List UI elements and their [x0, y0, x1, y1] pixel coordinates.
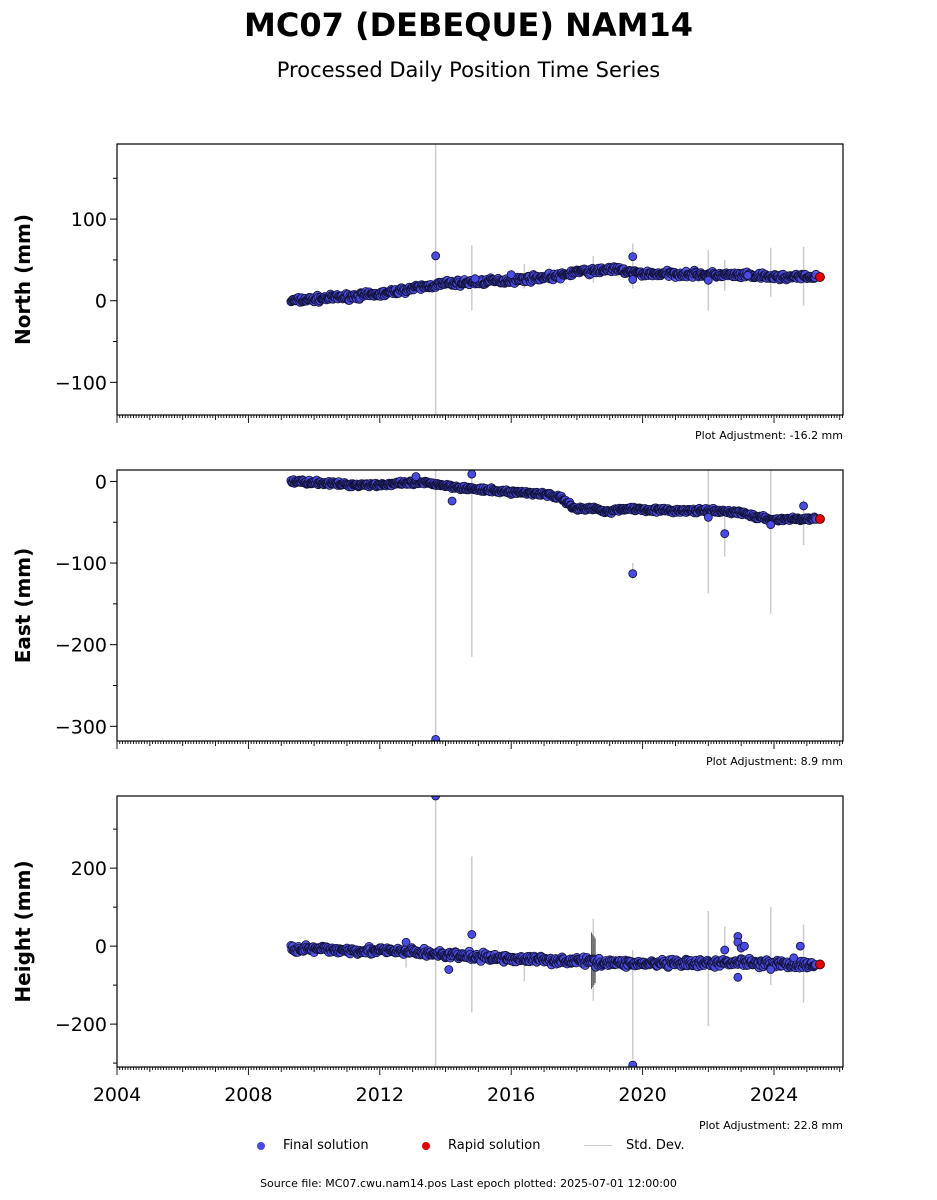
y-tick-label: −300	[55, 716, 107, 738]
final-solution-point	[467, 930, 477, 939]
panel-frame	[116, 143, 844, 416]
x-tick-label: 2004	[93, 1084, 141, 1106]
rapid-solution-point	[815, 514, 825, 524]
final-solution-point	[766, 965, 776, 974]
panel-0: −100 0 100 North (mm)	[11, 143, 844, 423]
y-axis-label: Height (mm)	[11, 860, 35, 1002]
final-solution-point	[411, 472, 421, 481]
final-solution-point	[444, 965, 454, 974]
x-tick-label: 2024	[750, 1084, 798, 1106]
final-solution-point	[506, 270, 516, 280]
x-tick-label: 2012	[356, 1084, 404, 1106]
final-solution-point	[766, 520, 776, 530]
y-axis-label: East (mm)	[11, 548, 35, 664]
final-solution-point	[703, 512, 713, 522]
x-tick-label: 2016	[487, 1084, 535, 1106]
final-solution-point	[470, 274, 480, 284]
final-marker-icon	[257, 1141, 265, 1150]
std-line-icon	[584, 1145, 612, 1146]
final-solution-point	[628, 1060, 638, 1067]
legend-std-label: Std. Dev.	[626, 1138, 685, 1153]
final-solution-point	[467, 470, 477, 479]
legend-final: Final solution	[257, 1138, 369, 1153]
chart-subtitle: Processed Daily Position Time Series	[276, 58, 661, 82]
panel-frame	[116, 795, 844, 1068]
panel-2: −200 0 200 2004 2008 2012 2016 2020 2024 Height (…	[11, 795, 844, 1106]
legend-rapid-label: Rapid solution	[448, 1138, 541, 1153]
legend-std: Std. Dev.	[584, 1138, 685, 1153]
y-axis-label: North (mm)	[11, 214, 35, 345]
final-solution-point	[795, 941, 805, 951]
final-solution-point	[431, 734, 441, 741]
north-plot-adjustment: Plot Adjustment: -16.2 mm	[695, 429, 843, 442]
y-tick-label: 100	[71, 209, 107, 231]
x-tick-label: 2008	[224, 1084, 272, 1106]
y-tick-label: 200	[71, 858, 107, 880]
final-solution-point	[703, 275, 713, 285]
y-tick-label: 0	[95, 291, 107, 313]
rapid-marker-icon	[422, 1141, 430, 1150]
x-tick-label: 2020	[618, 1084, 666, 1106]
final-solution-point	[447, 496, 457, 506]
final-solution-point	[733, 972, 743, 982]
panel-frame	[116, 469, 844, 742]
y-tick-label: −200	[55, 1014, 107, 1036]
y-tick-label: −100	[55, 372, 107, 394]
final-solution-point	[720, 529, 730, 539]
final-solution-point	[720, 945, 730, 955]
final-solution-point	[628, 252, 638, 262]
final-solution-point	[740, 941, 749, 951]
final-solution-point	[431, 251, 441, 261]
east-plot-adjustment: Plot Adjustment: 8.9 mm	[705, 755, 843, 768]
y-tick-label: 0	[95, 936, 107, 958]
height-plot-adjustment: Plot Adjustment: 22.8 mm	[698, 1119, 843, 1132]
panel-content-2	[286, 796, 825, 1067]
final-solution-point	[743, 271, 753, 280]
legend-final-label: Final solution	[283, 1138, 369, 1153]
final-solution-point	[628, 275, 638, 284]
final-solution-point	[628, 569, 638, 579]
final-solution-point	[401, 937, 411, 947]
final-solution-point	[799, 501, 808, 511]
y-tick-label: −200	[55, 635, 107, 657]
rapid-solution-point	[815, 959, 825, 970]
panel-content-1	[286, 470, 825, 741]
panel-content-0	[286, 144, 825, 415]
final-solution-point	[431, 796, 441, 801]
chart-title: MC07 (DEBEQUE) NAM14	[243, 6, 694, 44]
y-tick-label: 0	[95, 471, 107, 493]
source-note: Source file: MC07.cwu.nam14.pos Last epo…	[260, 1177, 677, 1190]
panel-1: −300 −200 −100 0 East (mm)	[11, 469, 844, 749]
legend-rapid: Rapid solution	[422, 1138, 540, 1153]
legend: Final solution Rapid solution Std. Dev.	[0, 1138, 937, 1158]
y-tick-label: −100	[55, 553, 107, 575]
final-solution-point	[789, 953, 799, 963]
rapid-solution-point	[815, 272, 825, 282]
